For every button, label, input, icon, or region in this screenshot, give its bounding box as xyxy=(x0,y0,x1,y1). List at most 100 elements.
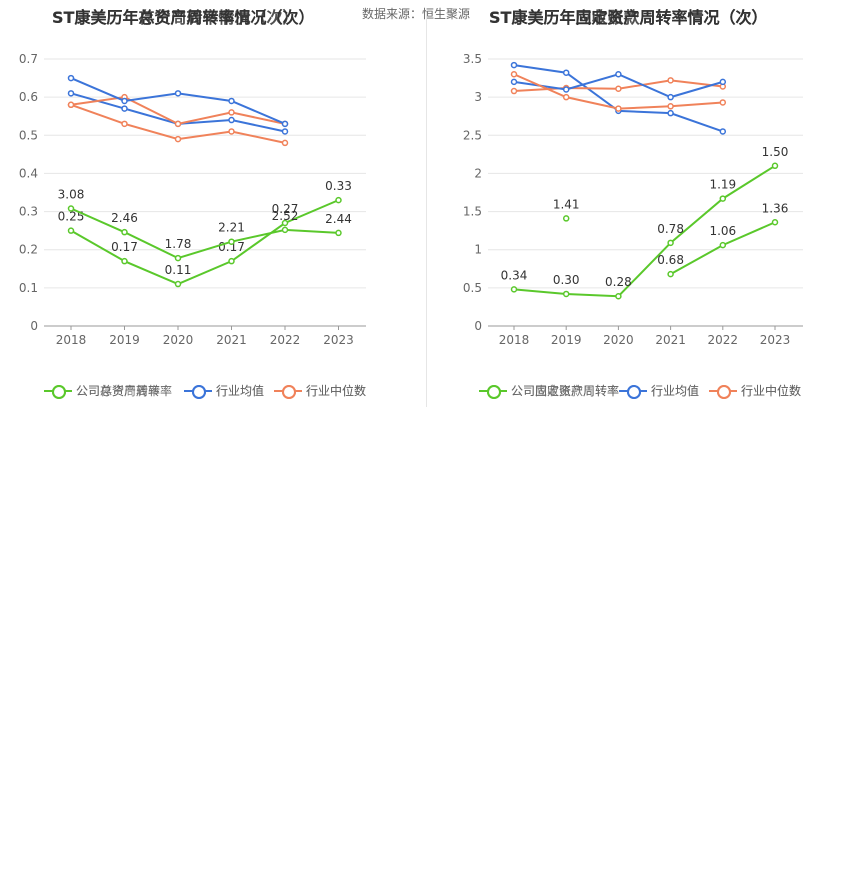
legend-item[interactable]: 公司存货周转率 xyxy=(44,382,160,399)
data-point xyxy=(228,257,235,265)
legend-label: 行业均值 xyxy=(651,384,700,398)
data-point xyxy=(667,239,674,247)
x-tick-label: 2022 xyxy=(708,333,739,347)
data-point xyxy=(667,109,674,117)
data-point xyxy=(121,257,128,265)
series-line xyxy=(70,207,339,260)
panel-divider xyxy=(426,12,427,407)
chart-title: ST康美历年总资产周转率情况（次） xyxy=(52,8,315,27)
y-tick-label: 2.5 xyxy=(463,128,482,142)
data-point xyxy=(67,101,75,109)
legend-label: 公司存货周转率 xyxy=(76,384,161,398)
chart-title: ST康美历年固定资产周转率情况（次） xyxy=(489,8,768,27)
y-tick-label: 0.7 xyxy=(19,52,38,66)
legend-label: 行业中位数 xyxy=(741,384,802,398)
legend-item[interactable]: 公司应收账款周转率 xyxy=(479,382,619,399)
data-point xyxy=(719,78,727,86)
legend-label: 行业均值 xyxy=(216,384,265,398)
chart-title-overlay: ST康美历年应收账款周转率情况（次） xyxy=(489,8,768,27)
y-tick-label: 0.6 xyxy=(19,90,38,104)
x-tick-label: 2019 xyxy=(109,333,140,347)
data-point xyxy=(510,87,518,95)
y-tick-label: 0.4 xyxy=(19,166,38,180)
series-line xyxy=(513,164,776,298)
data-point xyxy=(281,226,289,234)
data-point xyxy=(667,270,674,278)
legend-item[interactable]: 行业中位数 xyxy=(274,382,366,399)
left-chart-panel: ST康美历年总资产周转率情况（次） ST康美历年存货周转率情况（次） 数据来源：… xyxy=(0,0,470,410)
data-label: 3.08 xyxy=(58,188,85,202)
legend-label: 行业均值 xyxy=(651,384,700,398)
data-point xyxy=(615,85,622,93)
data-label: 0.78 xyxy=(657,222,684,236)
legend-item[interactable]: 行业均值 xyxy=(184,382,264,399)
data-label: 1.06 xyxy=(709,224,736,238)
data-label: 1.50 xyxy=(762,145,789,159)
y-tick-label: 0 xyxy=(30,319,38,333)
data-point xyxy=(562,86,570,93)
legend-label: 行业均值 xyxy=(216,384,265,398)
data-point xyxy=(174,254,182,262)
data-point xyxy=(67,227,75,234)
y-tick-label: 0.5 xyxy=(19,128,38,142)
legend-label: 公司固定资产周转率 xyxy=(511,384,620,398)
data-point xyxy=(510,61,518,69)
y-tick-label: 1 xyxy=(474,243,482,257)
legend-label: 行业中位数 xyxy=(306,384,367,398)
chart-legend: 公司固定资产周转率 行业均值 行业中位数 公司应收账款周转率 行业均值 行业中位数 xyxy=(427,382,850,402)
legend-label: 公司总资产周转率 xyxy=(76,384,173,398)
line-chart: 0 0.1 0.2 0.3 0.4 0.5 0.6 0.7 2018 2019 2020 2021 20… xyxy=(19,52,366,347)
data-point xyxy=(174,135,182,143)
legend-item[interactable]: 行业中位数 xyxy=(709,382,801,399)
legend-symbol xyxy=(184,384,212,399)
data-label: 0.27 xyxy=(272,202,299,216)
y-tick-label: 0.5 xyxy=(463,281,482,295)
data-point xyxy=(335,229,342,237)
data-point xyxy=(174,120,182,128)
chart-legend: 公司总资产周转率 行业均值 行业中位数 公司存货周转率 行业均值 行业中位数 xyxy=(0,382,425,402)
right-chart-panel: ST康美历年固定资产周转率情况（次） ST康美历年应收账款周转率情况（次） 0 0… xyxy=(427,0,850,410)
y-tick-label: 1.5 xyxy=(463,205,482,219)
data-point xyxy=(667,103,674,110)
legend-item[interactable]: 行业均值 xyxy=(619,382,699,399)
data-label: 2.44 xyxy=(325,212,352,226)
data-point xyxy=(562,93,570,101)
x-tick-label: 2020 xyxy=(163,333,194,347)
y-tick-label: 3 xyxy=(474,90,482,104)
data-point xyxy=(667,93,674,101)
data-point xyxy=(510,78,518,86)
data-label: 0.17 xyxy=(111,240,138,254)
legend-label: 公司应收账款周转率 xyxy=(511,384,620,398)
data-label: 2.46 xyxy=(111,211,138,225)
data-label: 2.21 xyxy=(218,221,245,235)
data-point xyxy=(615,105,622,112)
x-tick-label: 2023 xyxy=(323,333,354,347)
data-point xyxy=(228,97,235,105)
data-point xyxy=(121,97,128,105)
legend-symbol xyxy=(274,384,302,399)
data-label: 0.25 xyxy=(58,210,85,224)
legend-symbol xyxy=(44,384,72,399)
data-label: 1.78 xyxy=(165,237,192,251)
legend-symbol xyxy=(709,384,737,399)
x-tick-label: 2023 xyxy=(760,333,791,347)
data-point xyxy=(281,219,289,227)
data-point xyxy=(121,120,128,128)
data-label: 0.33 xyxy=(325,179,352,193)
data-label: 2.52 xyxy=(272,209,299,223)
data-point xyxy=(771,162,779,170)
x-tick-label: 2018 xyxy=(499,333,530,347)
data-label: 0.11 xyxy=(165,263,192,277)
data-point xyxy=(228,116,235,124)
y-tick-label: 0 xyxy=(474,319,482,333)
legend-label: 行业中位数 xyxy=(741,384,802,398)
data-point xyxy=(67,90,75,97)
data-point xyxy=(510,71,518,78)
data-point xyxy=(121,105,128,112)
data-point xyxy=(615,71,622,78)
data-point xyxy=(67,205,75,212)
legend-symbol xyxy=(619,384,647,399)
x-tick-label: 2020 xyxy=(603,333,634,347)
data-label: 1.19 xyxy=(709,178,736,192)
data-label: 0.34 xyxy=(501,268,528,282)
